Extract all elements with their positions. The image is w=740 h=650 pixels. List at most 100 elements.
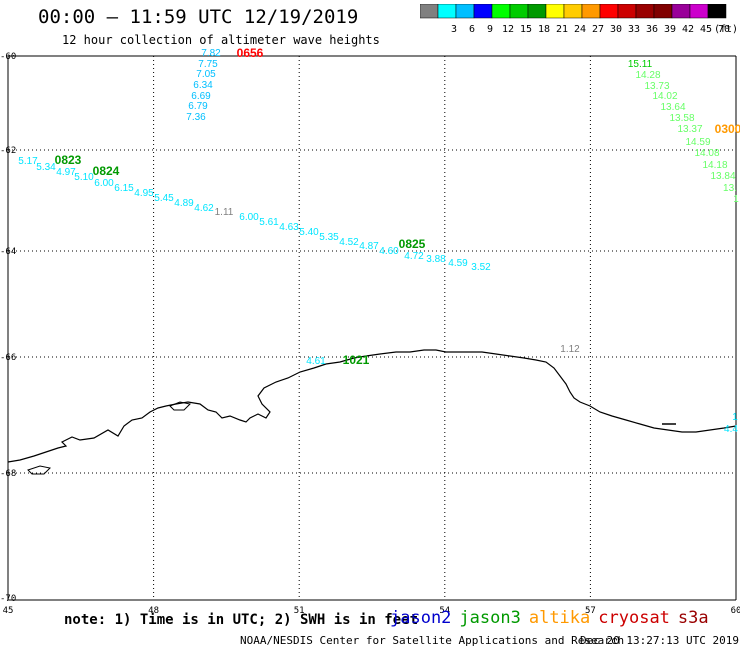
legend-unit: (ft): [714, 24, 738, 35]
satellite-legend: jason2 jason3 altika cryosat s3a: [390, 608, 717, 628]
legend-label: 45: [700, 24, 712, 35]
wave-height-value: 4.60: [379, 246, 399, 257]
pass-time-label: 0825: [399, 237, 426, 251]
satellite-name: jason3: [459, 608, 521, 628]
wave-height-value: 3.88: [426, 254, 446, 265]
wave-height-value: 13.58: [669, 113, 694, 124]
coastline-inlet: [169, 401, 192, 411]
longitude-label: 51: [294, 606, 305, 616]
longitude-label: 54: [439, 606, 450, 616]
wave-height-value: 6.69: [191, 91, 211, 102]
footer-note: note: 1) Time is in UTC; 2) SWH is in fe…: [64, 612, 419, 628]
wave-height-value: 6.15: [114, 183, 134, 194]
legend-label: 24: [574, 24, 586, 35]
wave-height-value: 13.84: [710, 171, 735, 182]
wave-height-value: 4.59: [448, 258, 468, 269]
wave-height-value: 4.87: [359, 241, 379, 252]
wave-height-value: 4.61: [306, 356, 326, 367]
wave-height-value: 14.08: [694, 148, 719, 159]
wave-height-value: 4.62: [194, 203, 214, 214]
wave-height-value: 1.12: [560, 344, 580, 355]
legend-label: 18: [538, 24, 550, 35]
map-title: 00:00 – 11:59 UTC 12/19/2019: [38, 6, 359, 28]
wave-height-value: 1: [733, 194, 739, 205]
satellite-name: cryosat: [598, 608, 670, 628]
wave-height-value: 1.11: [215, 207, 234, 218]
wave-height-value: 14.02: [652, 91, 677, 102]
wave-height-value: 7.75: [198, 59, 218, 70]
longitude-label: 57: [585, 606, 596, 616]
legend-label: 33: [628, 24, 640, 35]
latitude-label: -70: [0, 594, 16, 604]
wave-height-value: 13.73: [644, 81, 669, 92]
legend-label: 42: [682, 24, 694, 35]
graticule-grid: [8, 56, 736, 600]
legend-label: 39: [664, 24, 676, 35]
wave-height-value: 14.59: [685, 137, 710, 148]
wave-height-value: 13.37: [677, 124, 702, 135]
legend-label: 70: [718, 24, 730, 35]
pass-time-label: 0300: [715, 122, 740, 136]
legend-label: 12: [502, 24, 514, 35]
longitude-label: 60: [731, 606, 740, 616]
wave-height-value: 15.11: [628, 59, 653, 70]
wave-height-value: 4.4: [724, 424, 738, 435]
satellite-name: s3a: [677, 608, 709, 628]
legend-label: 27: [592, 24, 604, 35]
satellite-name: altika: [528, 608, 591, 628]
legend-label: 6: [469, 24, 475, 35]
latitude-label: -60: [0, 52, 16, 62]
wave-height-value: 13.: [723, 183, 737, 194]
wave-height-value: 5.34: [36, 162, 56, 173]
latitude-label: -62: [0, 146, 16, 156]
wave-height-value: 5.17: [18, 156, 38, 167]
pass-time-label: 1021: [343, 353, 370, 367]
wave-height-value: 7.36: [186, 112, 206, 123]
wave-height-value: 4.89: [174, 198, 194, 209]
legend-swatch: [707, 4, 727, 19]
pass-time-label: 0823: [55, 153, 82, 167]
wave-height-value: 4.97: [56, 167, 76, 178]
wave-height-value: 14.18: [702, 160, 727, 171]
pass-time-label: 0656: [237, 46, 264, 60]
wave-height-value: 5.10: [74, 172, 94, 183]
wave-height-value: 6.34: [193, 80, 213, 91]
legend-label: 21: [556, 24, 568, 35]
wave-height-value: 1: [732, 412, 738, 423]
latitude-label: -66: [0, 353, 16, 363]
latitude-label: -64: [0, 247, 16, 257]
legend-label: 30: [610, 24, 622, 35]
antarctic-coastline: [7, 349, 737, 463]
wave-height-value: 4.52: [339, 237, 359, 248]
wave-height-value: 6.00: [239, 212, 259, 223]
legend-label: 9: [487, 24, 493, 35]
legend-label: 15: [520, 24, 532, 35]
longitude-label: 45: [3, 606, 14, 616]
credit-line: NOAA/NESDIS Center for Satellite Applica…: [240, 634, 625, 647]
generated-timestamp: Dec 20 13:27:13 UTC 2019: [580, 634, 739, 647]
pass-time-label: 0824: [93, 164, 120, 178]
latitude-label: -68: [0, 469, 16, 479]
wave-height-value: 3.52: [471, 262, 491, 273]
color-legend: 3 6 9 12 15 18 21 24 27 30 33 36 39 42 45 70(ft): [420, 4, 738, 35]
longitude-label: 48: [148, 606, 159, 616]
satellite-name: jason2: [390, 608, 452, 628]
wave-height-value: 4.72: [404, 251, 424, 262]
wave-height-value: 5.45: [154, 193, 174, 204]
wave-height-value: 4.95: [134, 188, 154, 199]
map-subtitle: 12 hour collection of altimeter wave hei…: [62, 33, 380, 47]
wave-height-value: 7.82: [201, 48, 221, 59]
wave-height-value: 7.05: [196, 69, 216, 80]
wave-height-value: 14.28: [635, 70, 660, 81]
wave-height-value: 4.63: [279, 222, 299, 233]
legend-label: 3: [451, 24, 457, 35]
coastline-island-west: [27, 465, 52, 475]
graticule-labels: 45 48 51 54 57 60 -60 -62 -64 -66 -68 -70: [0, 52, 740, 616]
wave-height-value: 6.79: [188, 101, 208, 112]
altimeter-tracks: 7.827.757.056.346.696.797.36 0656 5.175.34…: [18, 46, 740, 435]
wave-height-value: 5.35: [319, 232, 339, 243]
wave-height-value: 6.00: [94, 178, 114, 189]
wave-height-value: 5.61: [259, 217, 279, 228]
wave-height-value: 13.64: [660, 102, 685, 113]
